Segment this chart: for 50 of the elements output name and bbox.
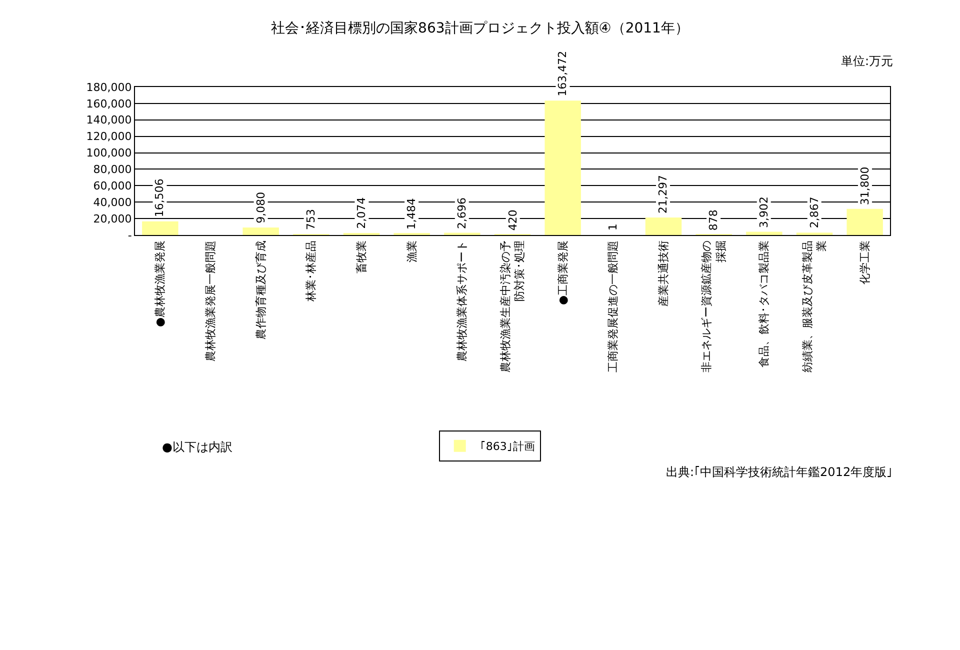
text: 単位:万元 bbox=[841, 54, 894, 68]
data-label: 21,297 bbox=[656, 174, 670, 214]
x-tick-label: 林業･林産品 bbox=[304, 240, 318, 302]
x-tick-label: ●工商業発展 bbox=[556, 240, 570, 306]
data-label: 753 bbox=[304, 209, 318, 230]
data-label: 31,800 bbox=[858, 166, 872, 206]
source-note: 出典:｢中国科学技術統計年鑑2012年度版｣ bbox=[666, 465, 893, 479]
bar bbox=[746, 232, 782, 235]
y-tick-label: 20,000 bbox=[93, 212, 132, 226]
y-tick-label: - bbox=[128, 228, 132, 242]
data-label: 878 bbox=[707, 210, 720, 231]
x-tick-label: 農作物育種及び育成 bbox=[254, 240, 268, 340]
x-tick-label: 畜牧業 bbox=[355, 240, 368, 274]
bar bbox=[142, 221, 178, 235]
y-tick-label: 160,000 bbox=[86, 97, 132, 110]
x-tick-label: 産業共通技術 bbox=[657, 240, 670, 306]
x-tick-label: 漁業 bbox=[405, 240, 418, 262]
data-label: 16,506 bbox=[153, 178, 166, 218]
bar bbox=[645, 217, 682, 235]
y-tick-label: 100,000 bbox=[86, 146, 132, 160]
x-tick-label: 紡績業、服装及び皮革製品業 bbox=[800, 240, 828, 372]
bar bbox=[242, 228, 279, 235]
x-tick-label: 農林牧漁業発展一般問題 bbox=[204, 240, 218, 362]
x-tick-label: 化学工業 bbox=[858, 240, 872, 284]
text: ●以下は内訳 bbox=[162, 440, 232, 454]
data-label: 163,472 bbox=[556, 50, 570, 96]
x-tick-label: 非エネルギー資源鉱産物の採掘 bbox=[700, 240, 728, 372]
x-tick-label: 農林牧漁業生産中汚染の予防対策･処理 bbox=[498, 240, 526, 372]
data-label: 2,074 bbox=[355, 197, 368, 229]
x-tick-label: 工商業発展促進の一般問題 bbox=[606, 240, 620, 372]
data-label: 3,902 bbox=[757, 196, 770, 228]
bar bbox=[544, 100, 581, 235]
data-label: 1,484 bbox=[405, 198, 418, 230]
legend-label: ｢863｣計画 bbox=[480, 440, 535, 454]
y-tick-label: 120,000 bbox=[86, 130, 132, 144]
data-label: 1 bbox=[606, 224, 620, 231]
data-label: 9,080 bbox=[254, 192, 268, 224]
x-tick-label: 食品、飲料･タバコ製品業 bbox=[758, 240, 771, 368]
data-label: 2,867 bbox=[808, 196, 821, 228]
y-tick-label: 40,000 bbox=[93, 196, 132, 209]
chart-title: 社会･経済目標別の国家863計画プロジェクト投入額④（2011年） bbox=[271, 20, 689, 37]
bar bbox=[846, 208, 883, 235]
x-tick-label: 農林牧漁業体系サポート bbox=[456, 240, 469, 362]
data-label: 2,696 bbox=[455, 197, 468, 229]
y-tick-label: 60,000 bbox=[93, 180, 132, 193]
y-tick-label: 80,000 bbox=[93, 163, 132, 176]
y-tick-label: 180,000 bbox=[86, 80, 132, 94]
x-tick-label: ●農林牧漁業発展 bbox=[154, 240, 167, 328]
data-label: 420 bbox=[506, 210, 520, 231]
y-tick-label: 140,000 bbox=[86, 114, 132, 127]
